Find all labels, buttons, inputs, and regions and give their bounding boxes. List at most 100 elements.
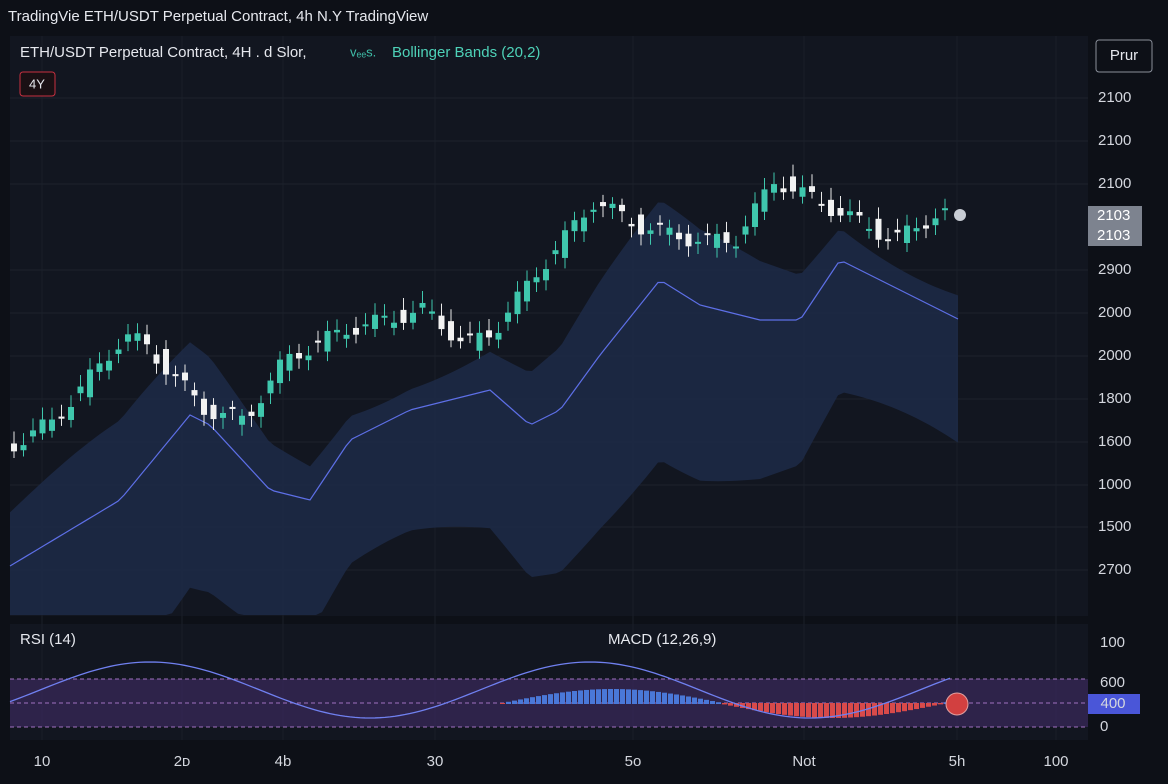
candle xyxy=(828,199,834,216)
button[interactable]: Prur xyxy=(1110,47,1138,64)
macd-bar xyxy=(704,699,709,704)
macd-bar xyxy=(782,703,787,715)
candle xyxy=(315,340,321,343)
legend-symbol: ETH/USDT Perpetual Contract, 4H . d Slor… xyxy=(20,44,307,61)
price-tag-box xyxy=(1088,206,1142,226)
candle xyxy=(600,202,606,207)
macd-bar xyxy=(914,703,919,710)
macd-bar xyxy=(938,703,943,705)
candle xyxy=(163,349,169,375)
macd-bar xyxy=(518,699,523,704)
macd-bar xyxy=(554,693,559,704)
candle xyxy=(894,229,901,233)
candle xyxy=(495,332,502,340)
candle xyxy=(666,227,673,235)
candles xyxy=(11,164,948,459)
candle xyxy=(581,217,587,232)
candle xyxy=(68,406,74,420)
candle xyxy=(609,203,616,209)
lower-tag: 400 xyxy=(1100,695,1125,712)
candle xyxy=(343,334,350,339)
candle xyxy=(780,188,787,193)
macd-bar xyxy=(548,694,553,704)
macd-bar xyxy=(890,703,895,714)
candle xyxy=(20,445,27,451)
candle xyxy=(904,225,910,244)
price-label: 2700 xyxy=(1098,561,1131,578)
candle xyxy=(790,176,796,192)
macd-bar xyxy=(650,691,655,704)
macd-bar xyxy=(788,703,793,716)
candle xyxy=(381,315,388,318)
lower-axis-label: 0 xyxy=(1100,718,1108,735)
time-label: 100 xyxy=(1043,753,1068,770)
candle xyxy=(39,419,46,434)
macd-bar xyxy=(626,689,631,704)
macd-bar xyxy=(686,696,691,704)
window-title: TradingVie ETH/USDT Perpetual Contract, … xyxy=(8,8,428,25)
macd-bar xyxy=(758,703,763,712)
macd-bar xyxy=(566,691,571,704)
price-label: 2000 xyxy=(1098,304,1131,321)
macd-label: MACD (12,26,9) xyxy=(608,631,716,648)
macd-bar xyxy=(608,689,613,704)
macd-bar xyxy=(602,689,607,704)
time-label: 30 xyxy=(427,753,444,770)
candle xyxy=(96,363,103,372)
macd-bar xyxy=(884,703,889,715)
candle xyxy=(191,390,198,396)
rsi-line xyxy=(9,661,951,719)
price-marker xyxy=(954,209,966,221)
candle xyxy=(115,349,122,354)
macd-bar xyxy=(800,703,805,717)
candle xyxy=(761,189,768,212)
price-label: 1500 xyxy=(1098,518,1131,535)
candle xyxy=(514,291,521,315)
button-box[interactable] xyxy=(1095,39,1153,73)
macd-bar xyxy=(902,703,907,712)
macd-bar xyxy=(692,697,697,704)
bollinger-band xyxy=(10,202,958,615)
candle xyxy=(685,233,692,247)
macd-bar xyxy=(560,692,565,704)
candle xyxy=(571,220,578,232)
candle xyxy=(77,386,84,394)
macd-bar xyxy=(590,689,595,704)
macd-bar xyxy=(866,703,871,717)
macd-bar xyxy=(524,698,529,704)
macd-bar xyxy=(848,703,853,718)
macd-bar xyxy=(506,701,511,704)
candle xyxy=(429,311,435,314)
price-tag: 2103 xyxy=(1097,207,1130,224)
candle xyxy=(153,354,160,364)
candle xyxy=(866,228,872,231)
candle xyxy=(837,208,844,216)
macd-bar xyxy=(770,703,775,714)
legend-indicator: Bollinger Bands (20,2) xyxy=(392,44,540,61)
candle xyxy=(419,302,426,308)
candle xyxy=(30,430,36,437)
macd-bar xyxy=(728,703,733,706)
candle xyxy=(248,411,255,416)
macd-bar xyxy=(698,698,703,704)
time-label: 4b xyxy=(275,753,292,770)
macd-bar xyxy=(596,689,601,704)
candle xyxy=(277,359,283,384)
candle xyxy=(448,321,454,341)
candle xyxy=(676,232,682,240)
macd-histogram xyxy=(500,689,949,718)
candle xyxy=(524,280,530,302)
bollinger-basis xyxy=(9,261,959,567)
candle xyxy=(144,334,150,345)
candle xyxy=(172,374,179,377)
candle xyxy=(324,330,331,352)
candle xyxy=(58,416,65,419)
candle xyxy=(182,372,188,381)
candle xyxy=(467,333,473,336)
candle xyxy=(552,250,559,255)
badge: 4Y xyxy=(29,76,45,91)
candle xyxy=(476,332,483,351)
candle xyxy=(647,230,654,234)
price-label: 1000 xyxy=(1098,476,1131,493)
candle xyxy=(229,406,236,409)
